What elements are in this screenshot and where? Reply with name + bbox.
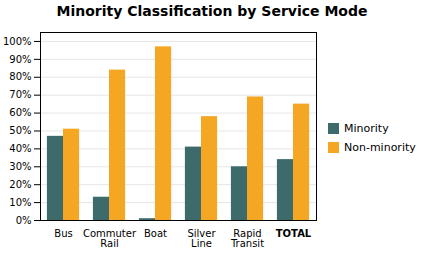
- svg-text:90%: 90%: [9, 54, 31, 65]
- svg-text:SilverLine: SilverLine: [187, 228, 216, 249]
- svg-text:70%: 70%: [9, 89, 31, 100]
- svg-text:60%: 60%: [9, 107, 31, 118]
- html-text:Minority: Minority: [344, 122, 389, 135]
- svg-text:TOTAL: TOTAL: [276, 228, 312, 239]
- svg-text:CommuterRail: CommuterRail: [83, 228, 137, 249]
- svg-text:40%: 40%: [9, 143, 31, 154]
- svg-text:50%: 50%: [9, 125, 31, 136]
- svg-text:Bus: Bus: [54, 228, 72, 239]
- svg-text:30%: 30%: [9, 161, 31, 172]
- svg-text:10%: 10%: [9, 197, 31, 208]
- html-text:Non-minority: Non-minority: [344, 141, 416, 154]
- svg-text:100%: 100%: [3, 36, 32, 47]
- svg-text:20%: 20%: [9, 179, 31, 190]
- html-text:Minority Classification by Ser: Minority Classification by Service Mode: [56, 3, 368, 19]
- svg-text:80%: 80%: [9, 71, 31, 82]
- svg-text:Boat: Boat: [144, 228, 167, 239]
- svg-text:RapidTransit: RapidTransit: [230, 228, 264, 249]
- svg-text:0%: 0%: [16, 215, 32, 226]
